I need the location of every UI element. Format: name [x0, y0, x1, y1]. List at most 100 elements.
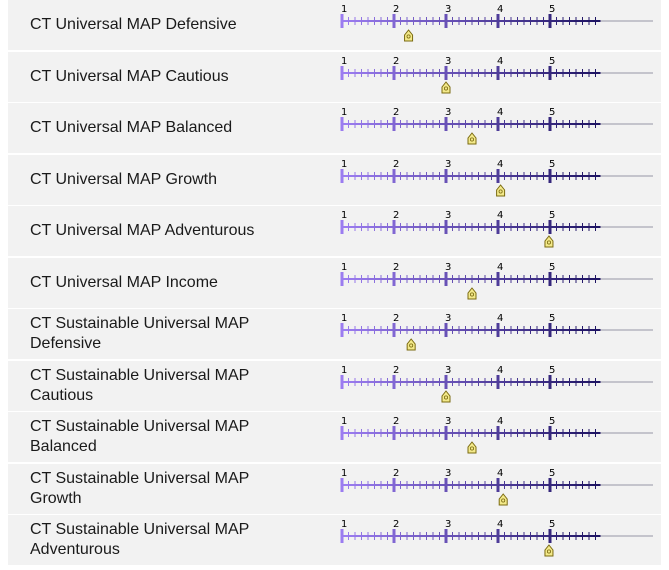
risk-scale: 1 2 3 4 5: [340, 210, 653, 248]
tick-label: 4: [497, 56, 503, 67]
tick-label: 5: [549, 468, 555, 479]
tick-label: 3: [445, 262, 451, 273]
fund-row: CT Universal MAP Adventurous 1 2 3 4 5: [8, 206, 661, 256]
fund-name: CT Universal MAP Defensive: [30, 16, 237, 33]
fund-name: CT Universal MAP Growth: [30, 170, 218, 188]
fund-name: CT Sustainable Universal MAP Growth: [30, 469, 250, 507]
fund-name: CT Universal MAP Adventurous: [30, 222, 255, 239]
tick-label: 5: [549, 262, 555, 273]
risk-pointer-icon: [544, 544, 554, 557]
risk-pointer-icon: [544, 235, 554, 248]
tick-label: 3: [445, 468, 451, 479]
fund-name: CT Sustainable Universal MAP Adventurous: [30, 521, 250, 558]
risk-pointer-icon: [467, 441, 477, 454]
tick-label: 3: [445, 4, 451, 15]
fund-name: CT Sustainable Universal MAP Cautious: [30, 366, 250, 404]
risk-scale: 1 2 3 4 5: [340, 107, 653, 145]
tick-label: 4: [497, 4, 503, 15]
risk-pointer-icon: [441, 389, 451, 402]
risk-pointer-icon: [496, 183, 506, 196]
risk-scale: 1 2 3 4 5: [340, 159, 653, 196]
tick-label: 3: [445, 210, 451, 221]
fund-name: CT Sustainable Universal MAP Balanced: [30, 418, 250, 455]
fund-name: CT Universal MAP Balanced: [30, 119, 233, 136]
tick-label: 2: [393, 262, 399, 273]
tick-label: 3: [445, 107, 451, 118]
tick-label: 1: [341, 365, 347, 376]
tick-label: 5: [549, 365, 555, 376]
fund-row: CT Sustainable Universal MAP Adventurous…: [8, 515, 661, 565]
fund-row: CT Universal MAP Balanced 1 2 3 4 5: [8, 103, 661, 153]
tick-label: 2: [393, 107, 399, 118]
fund-row: CT Universal MAP Growth 1 2 3 4 5: [8, 154, 661, 205]
fund-row: CT Sustainable Universal MAP Growth 1 2 3 4 5: [8, 463, 661, 514]
tick-label: 1: [341, 519, 347, 530]
tick-label: 2: [393, 313, 399, 324]
fund-row: CT Universal MAP Cautious 1 2 3 4 5: [8, 51, 661, 102]
tick-label: 1: [341, 159, 347, 170]
tick-label: 1: [341, 468, 347, 479]
tick-label: 2: [393, 4, 399, 15]
tick-label: 1: [341, 262, 347, 273]
tick-label: 2: [393, 210, 399, 221]
risk-scale: 1 2 3 4 5: [340, 56, 653, 93]
risk-pointer-icon: [467, 286, 477, 299]
tick-label: 5: [549, 519, 555, 530]
tick-label: 4: [497, 262, 503, 273]
tick-label: 1: [341, 4, 347, 15]
tick-label: 2: [393, 519, 399, 530]
tick-label: 5: [549, 210, 555, 221]
tick-label: 5: [549, 159, 555, 170]
fund-row: CT Universal MAP Income 1 2 3 4 5: [8, 257, 661, 308]
tick-label: 3: [445, 519, 451, 530]
tick-label: 5: [549, 107, 555, 118]
tick-label: 4: [497, 313, 503, 324]
tick-label: 2: [393, 468, 399, 479]
fund-row: CT Universal MAP Defensive 1 2 3 4 5: [8, 0, 661, 50]
risk-pointer-icon: [467, 132, 477, 145]
tick-label: 5: [549, 416, 555, 427]
risk-pointer-icon: [406, 338, 416, 351]
tick-label: 1: [341, 210, 347, 221]
tick-label: 1: [341, 56, 347, 67]
risk-scale: 1 2 3 4 5: [340, 4, 653, 42]
tick-label: 1: [341, 107, 347, 118]
tick-label: 3: [445, 159, 451, 170]
tick-label: 5: [549, 4, 555, 15]
tick-label: 2: [393, 416, 399, 427]
fund-row: CT Sustainable Universal MAP Balanced 1 2 3…: [8, 412, 661, 462]
risk-pointer-icon: [498, 492, 508, 505]
tick-label: 5: [549, 56, 555, 67]
tick-label: 3: [445, 313, 451, 324]
risk-pointer-icon: [404, 29, 414, 42]
fund-row: CT Sustainable Universal MAP Cautious 1 2 3…: [8, 360, 661, 411]
tick-label: 4: [497, 107, 503, 118]
tick-label: 4: [497, 468, 503, 479]
risk-scale: 1 2 3 4 5: [340, 416, 653, 454]
risk-scale: 1 2 3 4 5: [340, 262, 653, 299]
risk-scale: 1 2 3 4 5: [340, 365, 653, 402]
tick-label: 4: [497, 365, 503, 376]
risk-pointer-icon: [441, 80, 451, 93]
risk-scale: 1 2 3 4 5: [340, 519, 653, 557]
tick-label: 4: [497, 416, 503, 427]
tick-label: 1: [341, 416, 347, 427]
fund-name: CT Universal MAP Income: [30, 273, 218, 291]
tick-label: 2: [393, 56, 399, 67]
tick-label: 3: [445, 365, 451, 376]
tick-label: 2: [393, 159, 399, 170]
risk-scale: 1 2 3 4 5: [340, 468, 653, 505]
tick-label: 5: [549, 313, 555, 324]
tick-label: 3: [445, 416, 451, 427]
fund-name: CT Sustainable Universal MAP Defensive: [30, 315, 250, 352]
tick-label: 3: [445, 56, 451, 67]
fund-name: CT Universal MAP Cautious: [30, 67, 229, 85]
tick-label: 4: [497, 210, 503, 221]
risk-scale: 1 2 3 4 5: [340, 313, 653, 351]
tick-label: 2: [393, 365, 399, 376]
tick-label: 1: [341, 313, 347, 324]
fund-row: CT Sustainable Universal MAP Defensive 1 2…: [8, 309, 661, 359]
tick-label: 4: [497, 159, 503, 170]
tick-label: 4: [497, 519, 503, 530]
